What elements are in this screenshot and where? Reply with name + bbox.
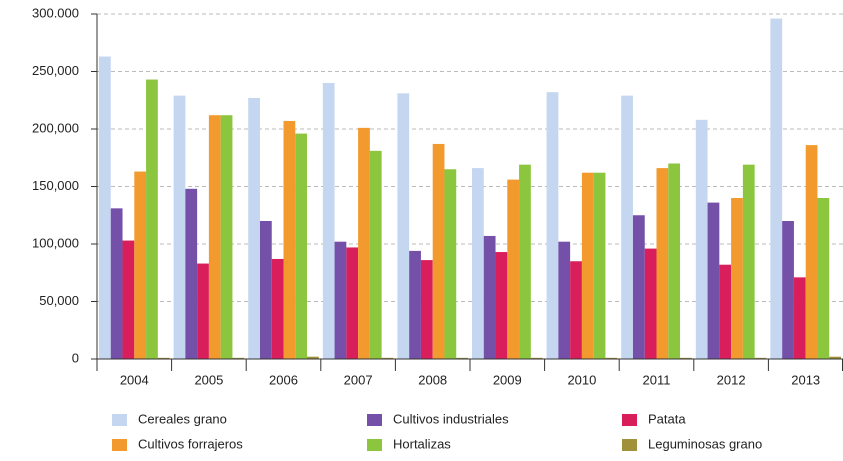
bar xyxy=(817,198,830,359)
legend-swatch xyxy=(367,439,382,451)
bar xyxy=(307,356,319,359)
bar xyxy=(605,357,618,359)
bar xyxy=(770,18,783,359)
bar xyxy=(334,241,347,359)
x-tick-label: 2005 xyxy=(194,372,223,387)
y-tick-label: 0 xyxy=(72,350,79,365)
legend-swatch xyxy=(622,439,637,451)
bar xyxy=(248,97,260,359)
bar xyxy=(632,215,645,359)
bar xyxy=(621,95,633,360)
bar xyxy=(570,261,582,359)
bar xyxy=(754,357,767,359)
x-tick-label: 2008 xyxy=(418,372,447,387)
bar xyxy=(283,120,296,359)
x-tick-label: 2012 xyxy=(717,372,746,387)
bar xyxy=(793,277,806,359)
bar xyxy=(472,168,484,359)
x-tick-label: 2013 xyxy=(791,372,820,387)
bar xyxy=(295,133,308,359)
bar xyxy=(409,250,421,359)
bar xyxy=(271,258,284,359)
legend-swatch xyxy=(622,414,637,426)
x-tick-label: 2004 xyxy=(120,372,149,387)
bar xyxy=(593,172,606,359)
legend-label: Patata xyxy=(648,411,686,426)
bar xyxy=(719,264,732,359)
bar xyxy=(381,357,394,359)
bar xyxy=(507,179,520,359)
y-tick-label: 50,000 xyxy=(39,293,79,308)
bar xyxy=(220,115,233,359)
bar xyxy=(695,119,708,359)
y-tick-label: 150,000 xyxy=(32,178,79,193)
bar xyxy=(369,150,382,359)
bar xyxy=(432,143,445,359)
y-tick-label: 300.000 xyxy=(32,5,79,20)
bar xyxy=(680,357,692,359)
bar xyxy=(146,79,158,360)
bar xyxy=(495,252,508,359)
bar xyxy=(530,357,543,359)
legend-swatch xyxy=(112,439,127,451)
bar xyxy=(656,168,669,359)
bar xyxy=(110,208,123,359)
legend-label: Hortalizas xyxy=(393,436,451,451)
bar xyxy=(519,164,531,359)
bar xyxy=(208,115,221,359)
bar xyxy=(134,171,147,359)
bar xyxy=(546,92,559,359)
bar xyxy=(644,248,657,359)
bar xyxy=(707,202,720,359)
x-tick-label: 2010 xyxy=(567,372,596,387)
legend-swatch xyxy=(367,414,382,426)
bar xyxy=(444,169,457,359)
bar xyxy=(558,241,571,359)
legend-swatch xyxy=(112,414,127,426)
y-tick-label: 250,000 xyxy=(32,63,79,78)
bar xyxy=(668,163,681,359)
bar xyxy=(259,221,272,359)
bar xyxy=(829,356,841,359)
bar xyxy=(581,172,594,359)
bar xyxy=(805,145,818,359)
bar xyxy=(322,83,335,359)
x-tick-label: 2007 xyxy=(344,372,373,387)
bar xyxy=(173,95,186,360)
legend-label: Cultivos forrajeros xyxy=(138,436,243,451)
bar xyxy=(99,56,111,360)
bar xyxy=(157,357,170,359)
bar xyxy=(232,357,245,359)
bar xyxy=(456,357,468,359)
bar xyxy=(782,221,794,359)
bar xyxy=(197,263,209,359)
bar xyxy=(397,93,410,359)
bar xyxy=(742,164,755,359)
legend-label: Leguminosas grano xyxy=(648,436,762,451)
bar xyxy=(483,235,496,359)
x-tick-label: 2009 xyxy=(493,372,522,387)
bar xyxy=(731,198,743,359)
legend-label: Cereales grano xyxy=(138,411,227,426)
bar xyxy=(346,247,359,359)
bar xyxy=(420,260,433,359)
legend-label: Cultivos industriales xyxy=(393,411,509,426)
x-tick-label: 2006 xyxy=(269,372,298,387)
bar xyxy=(358,127,370,359)
y-tick-label: 200,000 xyxy=(32,120,79,135)
x-tick-label: 2011 xyxy=(643,372,671,387)
y-tick-label: 100,000 xyxy=(32,235,79,250)
bar xyxy=(185,188,198,359)
bar xyxy=(122,240,135,359)
